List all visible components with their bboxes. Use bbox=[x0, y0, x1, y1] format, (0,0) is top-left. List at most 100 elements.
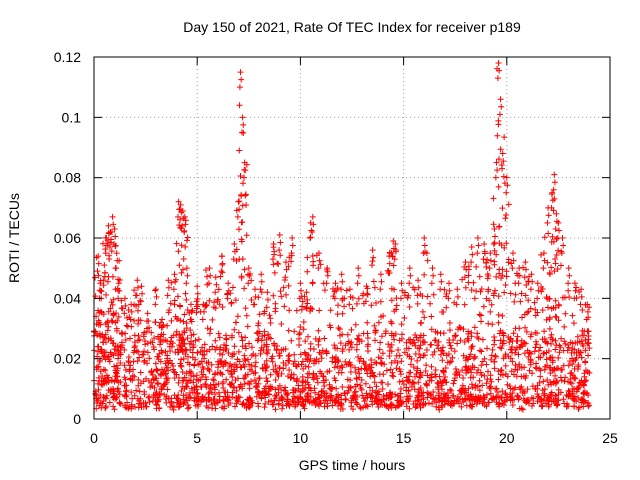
data-point bbox=[511, 298, 518, 305]
data-point bbox=[371, 284, 378, 291]
data-point bbox=[419, 338, 426, 345]
data-point bbox=[488, 352, 495, 359]
data-point bbox=[144, 360, 151, 367]
data-point bbox=[210, 376, 217, 383]
data-point bbox=[235, 329, 242, 336]
data-point bbox=[491, 261, 498, 268]
data-point bbox=[487, 372, 494, 379]
data-point bbox=[569, 345, 576, 352]
data-point bbox=[352, 383, 359, 390]
data-point bbox=[436, 373, 443, 380]
data-point bbox=[369, 401, 376, 408]
data-point bbox=[302, 338, 309, 345]
data-point bbox=[503, 212, 510, 219]
data-point bbox=[355, 366, 362, 373]
data-point bbox=[518, 290, 525, 297]
data-point bbox=[246, 394, 253, 401]
data-point bbox=[567, 379, 574, 386]
data-point bbox=[108, 377, 115, 384]
data-point bbox=[172, 278, 179, 285]
data-point bbox=[210, 377, 217, 384]
data-point bbox=[487, 390, 494, 397]
data-point bbox=[135, 382, 142, 389]
data-point bbox=[131, 339, 138, 346]
data-point bbox=[156, 322, 163, 329]
data-point bbox=[358, 365, 365, 372]
data-point bbox=[161, 391, 168, 398]
data-point bbox=[573, 284, 580, 291]
data-point bbox=[446, 336, 453, 343]
data-point bbox=[342, 342, 349, 349]
data-point bbox=[509, 396, 516, 403]
data-point bbox=[496, 111, 503, 118]
data-point bbox=[265, 398, 272, 405]
data-point bbox=[481, 241, 488, 248]
data-point bbox=[397, 295, 404, 302]
data-point bbox=[95, 386, 102, 393]
data-point bbox=[574, 339, 581, 346]
data-point bbox=[452, 332, 459, 339]
data-point bbox=[118, 329, 125, 336]
data-point bbox=[465, 392, 472, 399]
data-point bbox=[490, 195, 497, 202]
data-point bbox=[128, 405, 135, 412]
data-point bbox=[513, 337, 520, 344]
data-point bbox=[492, 353, 499, 360]
data-point bbox=[498, 345, 505, 352]
data-point bbox=[553, 342, 560, 349]
data-point bbox=[286, 352, 293, 359]
data-point bbox=[270, 241, 277, 248]
data-point bbox=[261, 361, 268, 368]
data-point bbox=[94, 343, 101, 350]
data-point bbox=[267, 385, 274, 392]
data-point bbox=[188, 308, 195, 315]
data-point bbox=[561, 400, 568, 407]
data-point bbox=[470, 393, 477, 400]
data-point bbox=[187, 394, 194, 401]
data-point bbox=[553, 210, 560, 217]
data-point bbox=[309, 280, 316, 287]
data-point bbox=[195, 336, 202, 343]
data-point bbox=[347, 293, 354, 300]
data-point bbox=[488, 356, 495, 363]
data-point bbox=[562, 310, 569, 317]
data-point bbox=[388, 404, 395, 411]
data-point bbox=[293, 377, 300, 384]
data-point bbox=[339, 348, 346, 355]
data-point bbox=[248, 344, 255, 351]
data-point bbox=[332, 397, 339, 404]
data-point bbox=[272, 376, 279, 383]
data-point bbox=[198, 384, 205, 391]
data-point bbox=[236, 84, 243, 91]
data-point bbox=[277, 288, 284, 295]
data-point bbox=[502, 215, 509, 222]
data-point bbox=[184, 359, 191, 366]
data-point bbox=[487, 257, 494, 264]
data-point bbox=[100, 240, 107, 247]
data-point bbox=[411, 380, 418, 387]
data-point bbox=[252, 384, 259, 391]
data-point bbox=[389, 369, 396, 376]
data-point bbox=[371, 322, 378, 329]
data-point bbox=[526, 367, 533, 374]
data-point bbox=[327, 324, 334, 331]
data-point bbox=[403, 339, 410, 346]
data-point bbox=[451, 400, 458, 407]
data-point bbox=[316, 349, 323, 356]
data-point bbox=[499, 388, 506, 395]
data-point bbox=[95, 272, 102, 279]
data-point bbox=[345, 384, 352, 391]
data-point bbox=[241, 380, 248, 387]
data-point bbox=[547, 369, 554, 376]
data-point bbox=[377, 271, 384, 278]
data-point bbox=[201, 308, 208, 315]
data-point bbox=[262, 364, 269, 371]
data-point bbox=[181, 385, 188, 392]
data-point bbox=[244, 371, 251, 378]
data-point bbox=[115, 280, 122, 287]
data-point bbox=[173, 240, 180, 247]
data-point bbox=[424, 293, 431, 300]
data-point bbox=[101, 349, 108, 356]
data-point bbox=[155, 333, 162, 340]
